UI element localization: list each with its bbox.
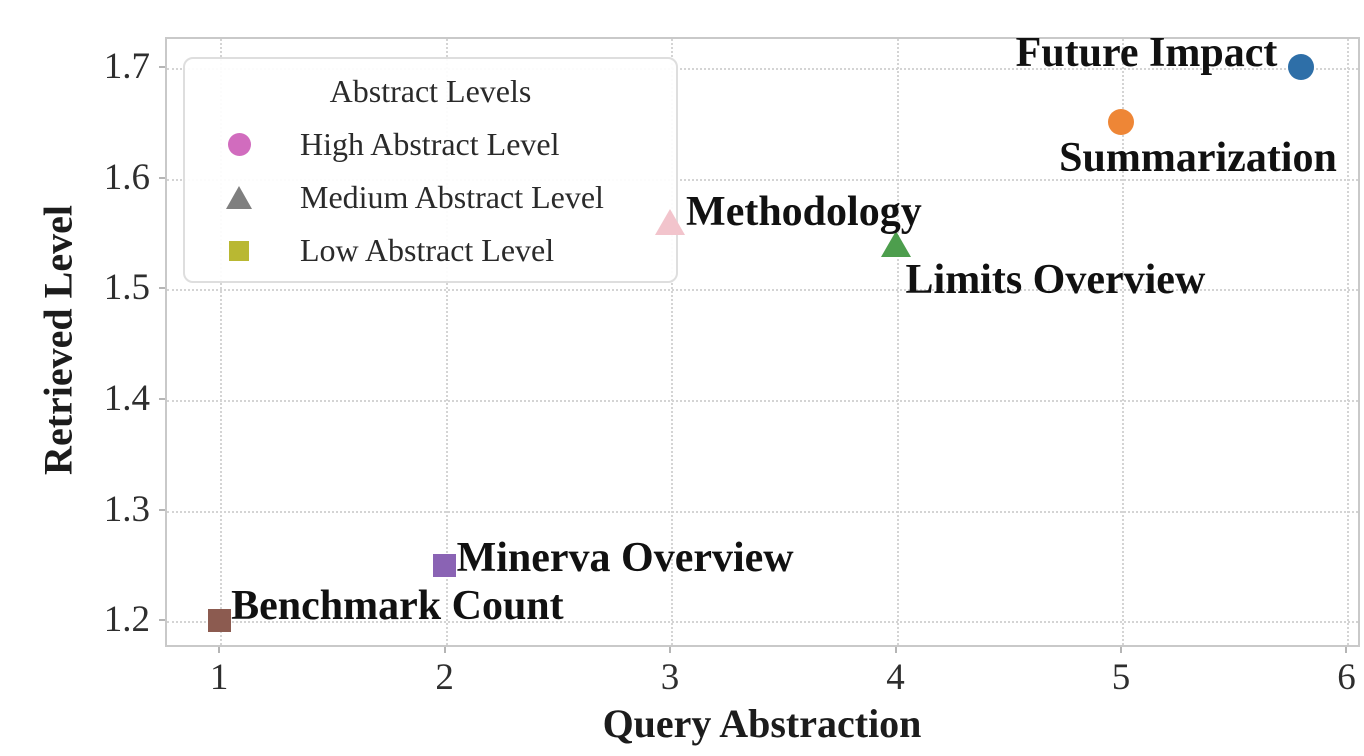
y-tickmark-1.3 [159, 508, 165, 511]
point-label-methodology: Methodology [686, 188, 922, 235]
point-label-minerva-overview: Minerva Overview [456, 535, 794, 582]
x-tick-label-5: 5 [1111, 657, 1131, 698]
x-tick-label-1: 1 [209, 657, 229, 698]
x-tickmark-5 [1120, 647, 1122, 653]
gridline-y-1.6 [167, 178, 1358, 181]
point-label-future-impact: Future Impact [1015, 29, 1278, 76]
scatter-point-methodology [655, 208, 686, 235]
y-tick-label-1.5: 1.5 [103, 267, 150, 309]
x-tick-label-6: 6 [1337, 657, 1356, 698]
x-axis-label: Query Abstraction [602, 701, 922, 746]
scatter-point-future-impact [1288, 53, 1315, 80]
circle-marker-icon [216, 133, 262, 156]
legend-title: Abstract Levels [329, 73, 532, 109]
point-label-summarization: Summarization [1059, 135, 1337, 182]
scatter-point-minerva-overview [433, 553, 457, 577]
gridline-x-1 [220, 39, 223, 645]
y-tick-label-1.4: 1.4 [103, 378, 150, 419]
x-tickmark-2 [443, 647, 446, 653]
x-tickmark-6 [1345, 647, 1348, 653]
y-tickmark-1.4 [159, 398, 165, 400]
scatter-point-summarization [1108, 109, 1134, 136]
gridline-x-3 [671, 39, 674, 645]
gridline-x-5 [1122, 39, 1124, 645]
legend-entry-low-abstract-level: Low Abstract Level [185, 224, 676, 277]
legend-entry-label: High Abstract Level [300, 126, 560, 162]
y-tick-label-1.7: 1.7 [103, 45, 150, 87]
point-label-benchmark-count: Benchmark Count [231, 583, 564, 630]
y-tickmark-1.7 [159, 65, 165, 68]
legend-entry-label: Low Abstract Level [300, 232, 555, 268]
x-tick-label-4: 4 [886, 657, 905, 698]
y-tick-label-1.3: 1.3 [103, 488, 150, 530]
y-tick-label-1.6: 1.6 [103, 156, 150, 198]
y-tickmark-1.5 [159, 287, 165, 290]
gridline-y-1.2 [167, 621, 1358, 624]
x-tickmark-3 [669, 647, 672, 653]
x-tickmark-4 [894, 647, 897, 653]
legend-entry-label: Medium Abstract Level [300, 179, 604, 215]
gridline-y-1.7 [167, 67, 1358, 70]
gridline-x-4 [896, 39, 899, 645]
y-tickmark-1.2 [159, 619, 165, 622]
gridline-y-1.4 [167, 400, 1358, 402]
x-tickmark-1 [218, 647, 221, 653]
gridline-y-1.5 [167, 289, 1358, 292]
x-tick-label-2: 2 [435, 657, 454, 698]
gridline-x-2 [445, 39, 448, 645]
legend-entries: High Abstract Level Medium Abstract Level… [185, 118, 676, 277]
scatter-point-benchmark-count [207, 608, 231, 632]
legend-entry-high-abstract-level: High Abstract Level [185, 118, 676, 171]
legend-entry-medium-abstract-level: Medium Abstract Level [185, 171, 676, 224]
y-tick-label-1.2: 1.2 [103, 599, 150, 641]
legend: Abstract Levels High Abstract Level Mediu… [183, 57, 678, 283]
square-marker-icon [216, 240, 262, 261]
y-axis-label: Retrieved Level [35, 205, 81, 475]
triangle-marker-icon [216, 186, 262, 209]
gridline-x-6 [1347, 39, 1350, 645]
gridline-y-1.3 [167, 510, 1358, 513]
x-tick-label-3: 3 [660, 657, 680, 698]
scatter-point-limits-overview [880, 231, 911, 258]
y-tickmark-1.6 [159, 176, 165, 179]
point-label-limits-overview: Limits Overview [905, 257, 1206, 304]
